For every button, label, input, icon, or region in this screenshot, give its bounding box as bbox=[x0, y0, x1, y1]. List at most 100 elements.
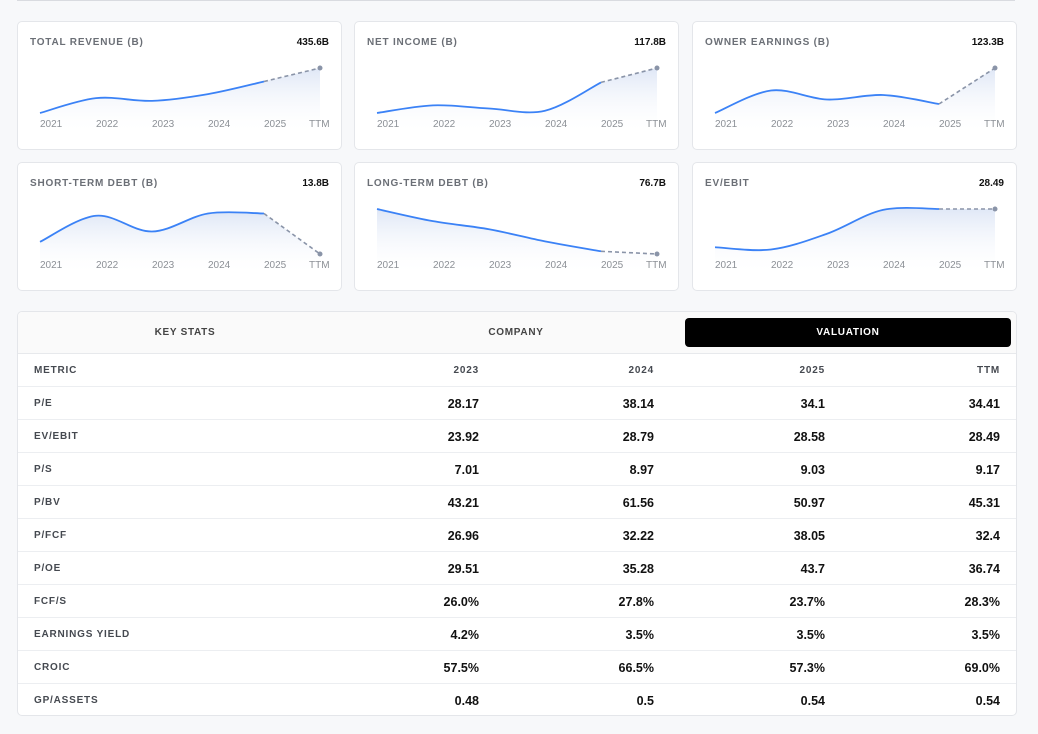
card-title: TOTAL REVENUE (B) bbox=[30, 37, 144, 48]
card-title: LONG-TERM DEBT (B) bbox=[367, 178, 489, 189]
column-header-metric: METRIC bbox=[34, 365, 78, 376]
metric-value: 29.51 bbox=[447, 561, 479, 576]
sparkline-area bbox=[377, 209, 657, 275]
card-short-term-debt[interactable]: SHORT-TERM DEBT (B) 13.8B 2021 2022 2023 20… bbox=[17, 162, 342, 291]
x-axis-label: 2024 bbox=[545, 260, 568, 271]
valuation-table-card: KEY STATS COMPANY VALUATION METRIC 2023 20… bbox=[17, 311, 1017, 716]
sparkline-chart: 2021 2022 2023 2024 2025 TTM bbox=[376, 65, 667, 134]
x-axis-label: 2021 bbox=[715, 119, 738, 130]
metric-value: 28.17 bbox=[447, 396, 479, 411]
metric-value: 0.5 bbox=[636, 693, 654, 708]
sparkline-chart: 2021 2022 2023 2024 2025 TTM bbox=[376, 208, 667, 275]
metric-value: 28.79 bbox=[622, 429, 654, 444]
card-title: OWNER EARNINGS (B) bbox=[705, 37, 830, 48]
x-axis-label: 2025 bbox=[264, 260, 287, 271]
sparkline-ttm-point bbox=[992, 206, 998, 212]
x-axis-label: 2024 bbox=[883, 260, 906, 271]
tab-valuation[interactable]: VALUATION bbox=[685, 318, 1011, 347]
tab-company[interactable]: COMPANY bbox=[488, 327, 544, 338]
x-axis-label: 2022 bbox=[433, 260, 456, 271]
metric-value: 3.5% bbox=[971, 627, 1001, 642]
sparkline-chart: 2021 2022 2023 2024 2025 TTM bbox=[39, 65, 330, 134]
metric-name: P/E bbox=[34, 398, 53, 409]
sparkline-line bbox=[376, 208, 602, 253]
metric-value: 35.28 bbox=[622, 561, 654, 576]
metric-value: 38.05 bbox=[793, 528, 825, 543]
metric-value: 69.0% bbox=[964, 660, 1000, 675]
card-value: 28.49 bbox=[978, 178, 1004, 189]
metric-value: 26.0% bbox=[443, 594, 479, 609]
x-axis-label: 2022 bbox=[771, 119, 794, 130]
metric-value: 8.97 bbox=[629, 462, 654, 477]
x-axis-label: 2025 bbox=[264, 119, 287, 130]
metric-value: 27.8% bbox=[618, 594, 654, 609]
table-header-row: METRIC 2023 2024 2025 TTM bbox=[18, 354, 1016, 387]
card-title: EV/EBIT bbox=[705, 178, 750, 189]
sparkline-ttm-point bbox=[317, 65, 323, 71]
x-axis-label: 2024 bbox=[208, 260, 231, 271]
x-axis-label: 2025 bbox=[939, 260, 962, 271]
metric-name: P/BV bbox=[34, 497, 61, 508]
x-axis-label: 2025 bbox=[601, 119, 624, 130]
sparkline-ttm-point bbox=[992, 65, 998, 71]
card-ev-ebit[interactable]: EV/EBIT 28.49 2021 2022 2023 2024 2025 TTM bbox=[692, 162, 1017, 291]
metric-value: 9.17 bbox=[975, 462, 1000, 477]
metric-name: EV/EBIT bbox=[34, 431, 79, 442]
x-axis-label: 2021 bbox=[715, 260, 738, 271]
column-header-2025: 2025 bbox=[799, 365, 825, 376]
x-axis-label: 2023 bbox=[827, 119, 850, 130]
table-row: P/S 7.01 8.97 9.03 9.17 bbox=[18, 453, 1016, 486]
column-header-2023: 2023 bbox=[453, 365, 479, 376]
metric-value: 0.48 bbox=[454, 693, 479, 708]
x-axis-label: 2023 bbox=[489, 260, 512, 271]
metric-name: P/FCF bbox=[34, 530, 67, 541]
x-axis-label: TTM bbox=[984, 260, 1005, 271]
card-total-revenue[interactable]: TOTAL REVENUE (B) 435.6B 2021 2022 2023 202… bbox=[17, 21, 342, 150]
card-title: NET INCOME (B) bbox=[367, 37, 458, 48]
sparkline-area bbox=[40, 68, 320, 134]
sparkline-area bbox=[715, 207, 995, 275]
metric-value: 32.4 bbox=[975, 528, 1000, 543]
metric-value: 43.7 bbox=[800, 561, 825, 576]
sparkline-line bbox=[714, 89, 940, 114]
metric-value: 36.74 bbox=[968, 561, 1000, 576]
metric-value: 26.96 bbox=[447, 528, 479, 543]
sparkline-area bbox=[40, 212, 320, 275]
column-header-ttm: TTM bbox=[977, 365, 1000, 376]
sparkline-ttm-segment bbox=[600, 67, 658, 84]
x-axis-label: TTM bbox=[309, 119, 330, 130]
metric-name: CROIC bbox=[34, 662, 71, 673]
metric-value: 66.5% bbox=[618, 660, 654, 675]
x-axis-label: 2022 bbox=[96, 260, 119, 271]
x-axis-label: 2021 bbox=[40, 260, 63, 271]
sparkline-ttm-segment bbox=[600, 250, 658, 255]
metric-value: 34.1 bbox=[800, 396, 825, 411]
table-row: P/FCF 26.96 32.22 38.05 32.4 bbox=[18, 519, 1016, 552]
sparkline-chart: 2021 2022 2023 2024 2025 TTM bbox=[39, 211, 330, 275]
metric-value: 3.5% bbox=[796, 627, 826, 642]
metric-value: 57.3% bbox=[789, 660, 825, 675]
column-header-2024: 2024 bbox=[628, 365, 654, 376]
x-axis-label: 2021 bbox=[377, 260, 400, 271]
sparkline-chart: 2021 2022 2023 2024 2025 TTM bbox=[714, 206, 1005, 275]
tab-key-stats[interactable]: KEY STATS bbox=[154, 327, 216, 338]
x-axis-label: 2022 bbox=[771, 260, 794, 271]
card-owner-earnings[interactable]: OWNER EARNINGS (B) 123.3B 2021 2022 2023 20… bbox=[692, 21, 1017, 150]
sparkline-ttm-point bbox=[654, 251, 660, 257]
sparkline-line bbox=[714, 206, 940, 252]
metric-value: 34.41 bbox=[968, 396, 1000, 411]
metric-value: 7.01 bbox=[454, 462, 479, 477]
metric-value: 23.7% bbox=[789, 594, 825, 609]
sparkline-ttm-segment bbox=[263, 212, 321, 255]
sparkline-area bbox=[715, 68, 995, 134]
metric-name: GP/ASSETS bbox=[34, 695, 99, 706]
x-axis-label: 2024 bbox=[883, 119, 906, 130]
card-long-term-debt[interactable]: LONG-TERM DEBT (B) 76.7B 2021 2022 2023 202… bbox=[354, 162, 679, 291]
x-axis-label: TTM bbox=[309, 260, 330, 271]
sparkline-ttm-point bbox=[654, 65, 660, 71]
card-net-income[interactable]: NET INCOME (B) 117.8B 2021 2022 2023 2024 20… bbox=[354, 21, 679, 150]
table-row: EV/EBIT 23.92 28.79 28.58 28.49 bbox=[18, 420, 1016, 453]
metric-value: 0.54 bbox=[800, 693, 825, 708]
sparkline-ttm-point bbox=[317, 251, 323, 257]
table-row: P/OE 29.51 35.28 43.7 36.74 bbox=[18, 552, 1016, 585]
